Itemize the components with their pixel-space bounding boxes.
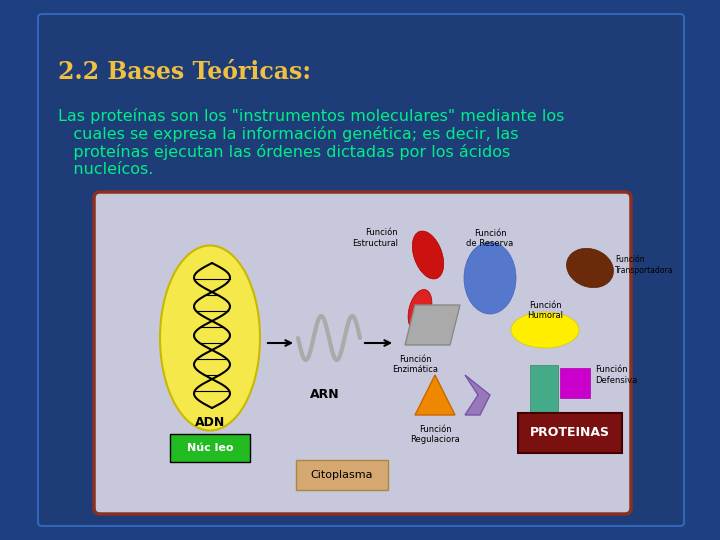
FancyBboxPatch shape — [560, 368, 590, 398]
Ellipse shape — [413, 231, 444, 279]
Text: Función
Defensiva: Función Defensiva — [595, 365, 637, 384]
Text: proteínas ejecutan las órdenes dictadas por los ácidos: proteínas ejecutan las órdenes dictadas … — [58, 144, 510, 160]
FancyBboxPatch shape — [38, 14, 684, 526]
Polygon shape — [415, 375, 455, 415]
Polygon shape — [465, 375, 490, 415]
Text: Núc leo: Núc leo — [186, 443, 233, 453]
Text: 2.2 Bases Teóricas:: 2.2 Bases Teóricas: — [58, 60, 311, 84]
Ellipse shape — [567, 248, 613, 288]
Text: cuales se expresa la información genética; es decir, las: cuales se expresa la información genétic… — [58, 126, 518, 142]
Text: ADN: ADN — [195, 416, 225, 429]
FancyBboxPatch shape — [170, 434, 250, 462]
Polygon shape — [405, 305, 460, 345]
Text: PROTEINAS: PROTEINAS — [530, 427, 610, 440]
Ellipse shape — [511, 312, 579, 348]
Text: Función
Regulaciora: Función Regulaciora — [410, 425, 460, 444]
Ellipse shape — [160, 246, 260, 430]
Text: nucleícos.: nucleícos. — [58, 162, 153, 177]
Text: Citoplasma: Citoplasma — [311, 470, 373, 480]
FancyBboxPatch shape — [94, 192, 631, 514]
Text: ARN: ARN — [310, 388, 340, 401]
Ellipse shape — [408, 289, 432, 330]
Text: Las proteínas son los "instrumentos moleculares" mediante los: Las proteínas son los "instrumentos mole… — [58, 108, 564, 124]
Text: Función
de Reserva: Función de Reserva — [467, 228, 513, 248]
Text: Función
Humoral: Función Humoral — [527, 301, 563, 320]
FancyBboxPatch shape — [518, 413, 622, 453]
Ellipse shape — [464, 242, 516, 314]
FancyBboxPatch shape — [530, 365, 558, 430]
Text: Función
Enzimática: Función Enzimática — [392, 355, 438, 374]
FancyBboxPatch shape — [296, 460, 388, 490]
Text: Función
Estructural: Función Estructural — [352, 228, 398, 248]
Text: Función
Transportadora: Función Transportadora — [615, 255, 673, 275]
